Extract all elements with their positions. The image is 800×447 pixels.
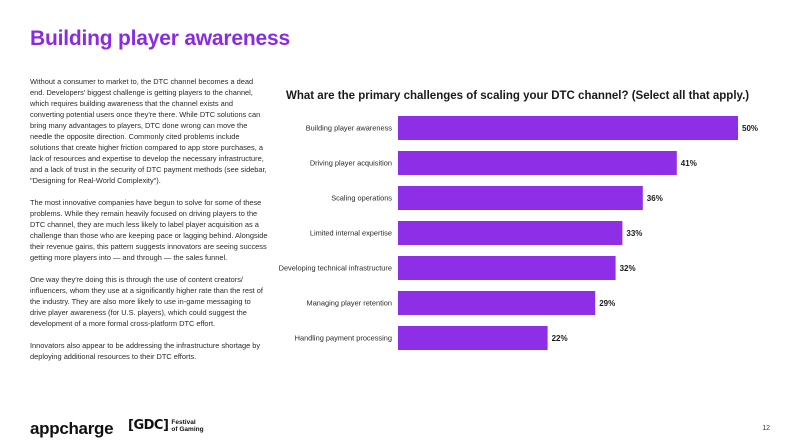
value-label: 32% (620, 264, 636, 273)
category-label: Developing technical infrastructure (279, 264, 392, 273)
gdc-festival-text: Festival of Gaming (171, 418, 204, 433)
value-label: 22% (552, 334, 568, 343)
value-label: 33% (626, 229, 642, 238)
bar (398, 186, 643, 210)
chart-title: What are the primary challenges of scali… (286, 90, 750, 102)
bar (398, 291, 596, 315)
bar (398, 221, 623, 245)
category-label: Managing player retention (307, 299, 392, 308)
bar (398, 326, 548, 350)
body-text: Without a consumer to market to, the DTC… (30, 76, 268, 373)
body-paragraph: Innovators also appear to be addressing … (30, 341, 261, 361)
category-label: Scaling operations (331, 194, 392, 203)
page-title: Building player awareness (30, 27, 290, 50)
appcharge-logo: appcharge (30, 419, 114, 438)
page-number: 12 (762, 425, 770, 432)
category-label: Building player awareness (306, 124, 393, 133)
body-paragraph: One way they're doing this is through th… (30, 275, 263, 328)
body-paragraph: The most innovative companies have begun… (30, 198, 268, 262)
value-label: 41% (681, 159, 697, 168)
bar (398, 116, 738, 140)
bar (398, 256, 616, 280)
category-label: Handling payment processing (295, 334, 392, 343)
category-label: Limited internal expertise (310, 229, 392, 238)
bar (398, 151, 677, 175)
body-paragraph: Without a consumer to market to, the DTC… (30, 77, 267, 185)
value-label: 50% (742, 124, 758, 133)
value-label: 36% (647, 194, 663, 203)
value-label: 29% (599, 299, 615, 308)
category-label: Driving player acquisition (310, 159, 392, 168)
gdc-mark: [GDC] (128, 418, 169, 433)
gdc-festival-logo: [GDC] Festival of Gaming (128, 418, 204, 433)
